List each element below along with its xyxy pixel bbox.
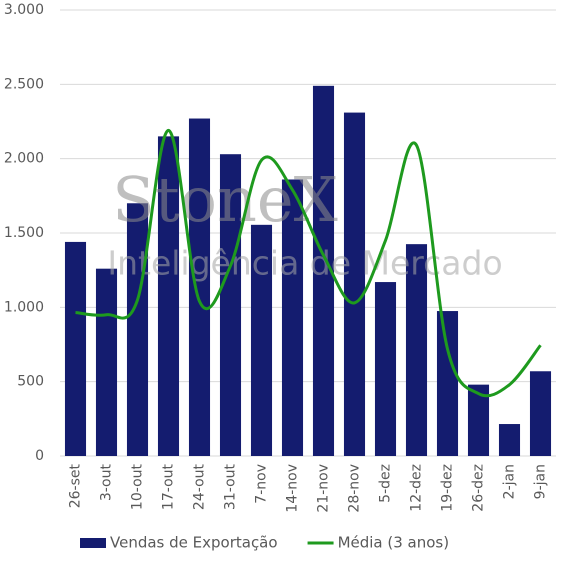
x-tick-label: 5-dez [378, 464, 394, 503]
y-tick-label: 1.500 [4, 225, 44, 241]
x-tick-label: 24-out [192, 463, 208, 510]
x-tick-label: 19-dez [440, 464, 456, 512]
x-tick-label: 26-set [68, 463, 84, 508]
bar [498, 424, 521, 456]
x-tick-label: 3-out [99, 463, 115, 501]
bar [157, 136, 180, 456]
bar [188, 118, 211, 456]
bar [250, 224, 273, 456]
line [75, 128, 542, 398]
y-tick-label: 2.000 [4, 151, 44, 167]
watermark: Inteligência de Mercado [107, 244, 502, 283]
bar [126, 203, 149, 456]
y-tick-label: 0 [35, 448, 44, 464]
x-tick-label: 14-nov [285, 464, 301, 513]
bar [219, 154, 242, 456]
x-tick-label: 26-dez [471, 464, 487, 512]
x-tick-label: 21-nov [316, 464, 332, 513]
bar [405, 244, 428, 456]
x-tick-label: 31-out [223, 463, 239, 510]
bar [281, 179, 304, 457]
x-tick-label: 9-jan [533, 464, 549, 499]
x-tick-label: 2-jan [502, 464, 518, 499]
bar [374, 282, 397, 456]
x-tick-label: 17-out [161, 463, 177, 510]
x-tick-label: 10-out [130, 463, 146, 510]
watermark: StoneX [112, 163, 337, 236]
y-tick-label: 2.500 [4, 76, 44, 92]
bar [312, 85, 335, 456]
bar [343, 112, 366, 456]
y-tick-label: 3.000 [4, 2, 44, 18]
bar [95, 268, 118, 456]
x-tick-label: 28-nov [347, 464, 363, 513]
legend-label: Média (3 anos) [338, 534, 450, 552]
bar [467, 384, 490, 456]
bar [436, 311, 459, 456]
y-tick-label: 500 [17, 374, 44, 390]
y-tick-label: 1.000 [4, 299, 44, 315]
x-tick-label: 12-dez [409, 464, 425, 512]
bar [64, 241, 87, 456]
x-tick-label: 7-nov [254, 464, 270, 504]
legend-swatch [80, 538, 106, 548]
legend-label: Vendas de Exportação [110, 534, 278, 552]
bar [529, 371, 552, 456]
